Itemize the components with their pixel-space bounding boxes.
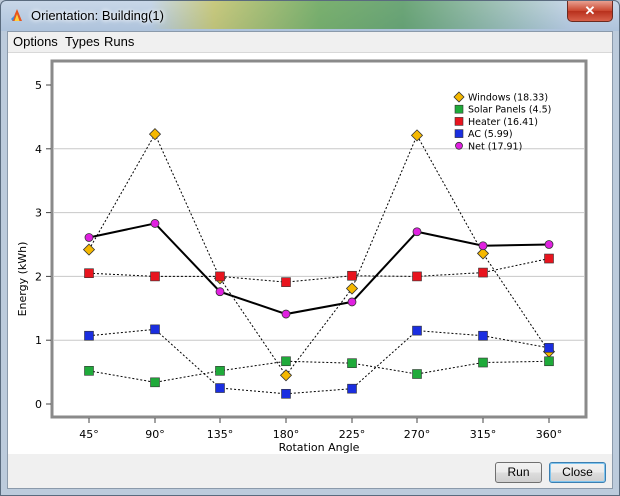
legend-label-2: Heater (16.41) [468, 117, 538, 128]
legend-marker-4 [455, 141, 463, 150]
x-tick-label: 225° [339, 428, 366, 441]
data-point-2-5 [412, 271, 422, 282]
data-point-1-5 [412, 369, 422, 379]
energy-chart: 0 1 2 3 4 5 45° 90° 135° 180° 225° 270° 315° 360° Rota… [16, 59, 588, 454]
series-line-3 [88, 328, 550, 395]
close-icon: ✕ [584, 3, 596, 18]
y-axis-label: Energy (kWh) [16, 242, 29, 317]
data-point-1-3 [281, 356, 291, 367]
data-point-1-1 [150, 377, 160, 388]
x-axis-label: Rotation Angle [279, 441, 360, 454]
client-area: Options Types Runs 0 1 2 3 4 5 45° 90° 135° 180° 2… [7, 31, 613, 489]
x-tick-label: 135° [207, 428, 234, 441]
series-line-4 [88, 222, 550, 316]
x-tick-label: 180° [273, 428, 300, 441]
data-point-2-4 [347, 270, 357, 281]
y-tick-label: 1 [35, 334, 42, 347]
data-point-2-1 [150, 271, 160, 282]
y-tick-label: 5 [35, 79, 42, 92]
data-point-2-0 [84, 268, 94, 279]
data-point-0-4 [345, 282, 359, 295]
series-line-1 [88, 360, 550, 383]
y-tick-label: 0 [35, 398, 42, 411]
legend-label-4: Net (17.91) [468, 141, 522, 152]
menu-bar: Options Types Runs [8, 32, 612, 53]
legend-label-1: Solar Panels (4.5) [468, 105, 551, 116]
data-point-1-6 [478, 357, 488, 368]
chart-panel: 0 1 2 3 4 5 45° 90° 135° 180° 225° 270° 315° 360° Rota… [8, 53, 612, 454]
x-tick-label: 270° [404, 428, 431, 441]
data-point-4-3 [281, 309, 291, 319]
x-tick-label: 90° [145, 428, 165, 441]
data-point-0-6 [476, 247, 490, 260]
title-bar-glow [151, 1, 571, 29]
data-point-2-6 [478, 267, 488, 278]
data-point-0-3 [279, 369, 293, 382]
run-button[interactable]: Run [495, 462, 542, 483]
data-point-4-4 [347, 297, 357, 307]
data-point-4-7 [544, 240, 554, 249]
data-point-3-7 [544, 343, 554, 353]
data-point-3-1 [150, 324, 160, 335]
data-point-3-6 [478, 330, 488, 341]
data-point-1-0 [84, 366, 94, 376]
series-line-0 [88, 133, 550, 377]
legend-label-0: Windows (18.33) [468, 93, 548, 104]
data-point-2-7 [544, 253, 554, 264]
y-tick-label: 2 [35, 270, 42, 283]
data-point-4-1 [150, 219, 160, 228]
data-point-4-6 [478, 241, 488, 251]
series-line-2 [88, 258, 550, 283]
data-point-0-1 [148, 128, 162, 141]
plot-frame [50, 59, 588, 419]
data-point-1-2 [215, 366, 225, 376]
legend-marker-2 [454, 117, 464, 126]
menu-types[interactable]: Types [65, 34, 100, 49]
x-tick-label: 360° [536, 428, 563, 441]
menu-options[interactable]: Options [13, 34, 58, 49]
window-close-button[interactable]: ✕ [567, 1, 613, 22]
legend-label-3: AC (5.99) [468, 129, 513, 140]
data-point-3-2 [215, 383, 225, 393]
close-button[interactable]: Close [549, 462, 606, 483]
legend-marker-1 [454, 104, 464, 114]
x-tick-label: 315° [470, 428, 497, 441]
y-tick-label: 4 [35, 143, 42, 156]
window-title: Orientation: Building(1) [31, 8, 164, 23]
data-point-1-4 [347, 358, 357, 368]
data-point-1-7 [544, 356, 554, 367]
data-point-2-2 [215, 271, 225, 282]
data-point-2-3 [281, 277, 291, 287]
data-point-4-0 [84, 233, 94, 242]
x-tick-label: 45° [79, 428, 99, 441]
data-point-3-0 [84, 330, 94, 341]
data-point-3-5 [412, 325, 422, 336]
app-flame-icon [11, 9, 22, 21]
legend-marker-0 [453, 91, 465, 103]
data-point-3-4 [347, 383, 357, 394]
menu-runs[interactable]: Runs [104, 34, 135, 49]
legend-marker-3 [454, 129, 464, 138]
data-point-0-0 [82, 243, 96, 256]
data-point-3-3 [281, 388, 291, 399]
y-tick-label: 3 [35, 207, 42, 220]
data-point-4-5 [412, 227, 422, 237]
data-point-0-5 [410, 129, 424, 142]
data-point-4-2 [215, 287, 225, 297]
title-bar[interactable]: Orientation: Building(1) ✕ [1, 1, 619, 31]
